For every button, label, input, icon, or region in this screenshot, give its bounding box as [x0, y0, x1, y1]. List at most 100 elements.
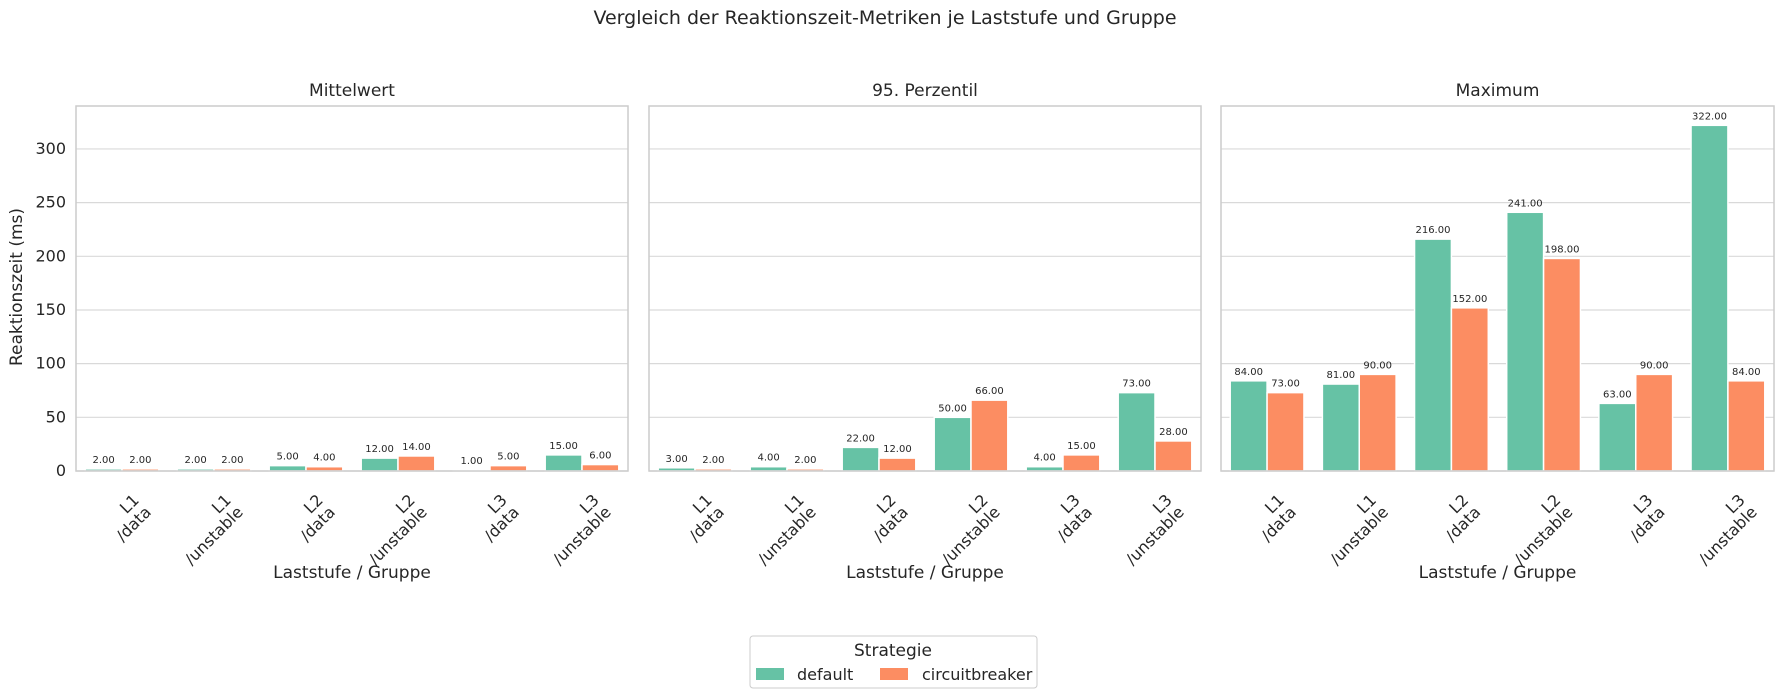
x-tick-label-line: /unstable — [549, 502, 615, 568]
x-tick-label: L2/data — [1430, 490, 1485, 545]
panel-0: 0 50 100 150 200 250 300 2.00 2.00 5.00 12.00 1.00 1… — [35, 81, 629, 583]
legend-entry-circuitbreaker[interactable]: circuitbreaker — [922, 665, 1033, 684]
bar-default[interactable] — [544, 454, 583, 472]
bar-circuitbreaker[interactable] — [878, 457, 917, 472]
bar-value-label: 90.00 — [1640, 360, 1669, 371]
y-tick-label: 50 — [46, 407, 66, 426]
plot-frame-2 — [1220, 105, 1775, 472]
y-tick-label: 200 — [35, 246, 66, 265]
legend-swatch-circuitbreaker — [880, 668, 908, 680]
bar-default[interactable] — [1117, 391, 1156, 472]
bar-default[interactable] — [933, 416, 972, 472]
x-tick-label: L1/unstable — [169, 490, 247, 568]
bar-circuitbreaker[interactable] — [1062, 454, 1101, 472]
bar-circuitbreaker[interactable] — [1154, 440, 1193, 472]
x-tick-label-line: /unstable — [365, 502, 431, 568]
bar-circuitbreaker[interactable] — [1635, 373, 1674, 472]
panel-title: 95. Perzentil — [872, 81, 978, 101]
x-axis-label: Laststufe / Gruppe — [846, 563, 1004, 583]
legend-swatch-default — [756, 668, 784, 680]
bar-circuitbreaker[interactable] — [581, 463, 620, 472]
bar-default[interactable] — [268, 464, 307, 472]
legend-title: Strategie — [854, 641, 932, 661]
x-axis-label: Laststufe / Gruppe — [1419, 563, 1577, 583]
bar-default[interactable] — [1229, 380, 1268, 472]
x-tick-label: L1/unstable — [742, 490, 820, 568]
legend[interactable]: Strategie default circuitbreaker — [749, 635, 1038, 689]
bar-default[interactable] — [1505, 211, 1545, 472]
legend-entry-default[interactable]: default — [797, 665, 853, 684]
x-tick-label: L2/unstable — [926, 490, 1004, 568]
x-tick-label: L2/data — [284, 490, 339, 545]
y-tick-label: 300 — [35, 139, 66, 158]
bar-value-label: 152.00 — [1452, 294, 1487, 305]
bar-value-label: 2.00 — [702, 455, 724, 466]
bar-value-label: 90.00 — [1363, 360, 1392, 371]
bar-default[interactable] — [841, 446, 880, 472]
x-tick-label: L3/data — [1614, 490, 1669, 545]
bar-value-label: 4.00 — [1033, 453, 1055, 464]
x-tick-label-line: /unstable — [1695, 502, 1761, 568]
panels: 0 50 100 150 200 250 300 2.00 2.00 5.00 12.00 1.00 1… — [35, 81, 1775, 583]
y-tick-label: 100 — [35, 354, 66, 373]
panel-title: Maximum — [1456, 81, 1540, 101]
bar-value-label: 5.00 — [497, 452, 519, 463]
bar-value-label: 63.00 — [1603, 389, 1632, 400]
bar-value-label: 2.00 — [794, 455, 816, 466]
x-tick-label: L1/data — [100, 490, 155, 545]
x-tick-label-line: /unstable — [938, 502, 1004, 568]
panel-2: 84.00 81.00 216.00 241.00 63.00 322.00 73.00 90… — [1220, 81, 1775, 583]
y-tick-label: 250 — [35, 193, 66, 212]
bar-default[interactable] — [1413, 238, 1453, 472]
bar-value-label: 4.00 — [313, 453, 335, 464]
bar-circuitbreaker[interactable] — [1542, 257, 1582, 472]
bar-circuitbreaker[interactable] — [1450, 307, 1490, 472]
y-axis-label: Reaktionszeit (ms) — [7, 208, 27, 366]
bar-value-label: 73.00 — [1271, 379, 1300, 390]
bar-circuitbreaker[interactable] — [1727, 380, 1766, 472]
y-tick-label: 0 — [56, 461, 66, 480]
bar-value-label: 15.00 — [549, 441, 578, 452]
bar-default[interactable] — [360, 457, 399, 472]
bar-value-label: 12.00 — [365, 444, 394, 455]
x-tick-label: L2/data — [857, 490, 912, 545]
bar-value-label: 3.00 — [665, 454, 687, 465]
chart-title: Vergleich der Reaktionszeit-Metriken je … — [593, 7, 1176, 29]
x-tick-label: L3/unstable — [1683, 490, 1761, 568]
plot-frame-0 — [75, 105, 629, 472]
bar-value-label: 4.00 — [757, 453, 779, 464]
bar-value-label: 84.00 — [1234, 367, 1263, 378]
bar-default[interactable] — [1690, 124, 1729, 472]
x-tick-label-line: /unstable — [754, 502, 820, 568]
x-tick-label: L1/unstable — [1314, 490, 1392, 568]
bar-value-label: 6.00 — [589, 451, 611, 462]
bar-circuitbreaker[interactable] — [1358, 373, 1397, 472]
bar-default[interactable] — [1598, 402, 1637, 472]
x-tick-label-line: /unstable — [181, 502, 247, 568]
x-tick-label: L3/data — [468, 490, 523, 545]
x-tick-label: L3/data — [1041, 490, 1096, 545]
x-tick-label: L2/unstable — [1498, 490, 1576, 568]
x-tick-label-line: /unstable — [1326, 502, 1392, 568]
bar-value-label: 73.00 — [1122, 379, 1151, 390]
bar-value-label: 15.00 — [1067, 441, 1096, 452]
x-tick-label: L1/data — [673, 490, 728, 545]
bar-circuitbreaker[interactable] — [970, 399, 1009, 472]
bar-value-label: 5.00 — [276, 452, 298, 463]
x-tick-label: L3/unstable — [1110, 490, 1188, 568]
plot-area-1 — [649, 106, 1201, 471]
bar-circuitbreaker[interactable] — [1266, 391, 1305, 472]
bar-circuitbreaker[interactable] — [489, 464, 528, 472]
bar-value-label: 14.00 — [402, 442, 431, 453]
bar-value-label: 28.00 — [1159, 427, 1188, 438]
bar-value-label: 2.00 — [92, 455, 114, 466]
x-axis-label: Laststufe / Gruppe — [273, 563, 431, 583]
bar-value-label: 1.00 — [460, 456, 482, 467]
bar-circuitbreaker[interactable] — [397, 455, 436, 472]
x-tick-label: L1/data — [1245, 490, 1300, 545]
bar-default[interactable] — [1321, 383, 1360, 472]
x-tick-label: L2/unstable — [353, 490, 431, 568]
legend-frame — [749, 635, 1038, 689]
bar-value-label: 2.00 — [129, 455, 151, 466]
